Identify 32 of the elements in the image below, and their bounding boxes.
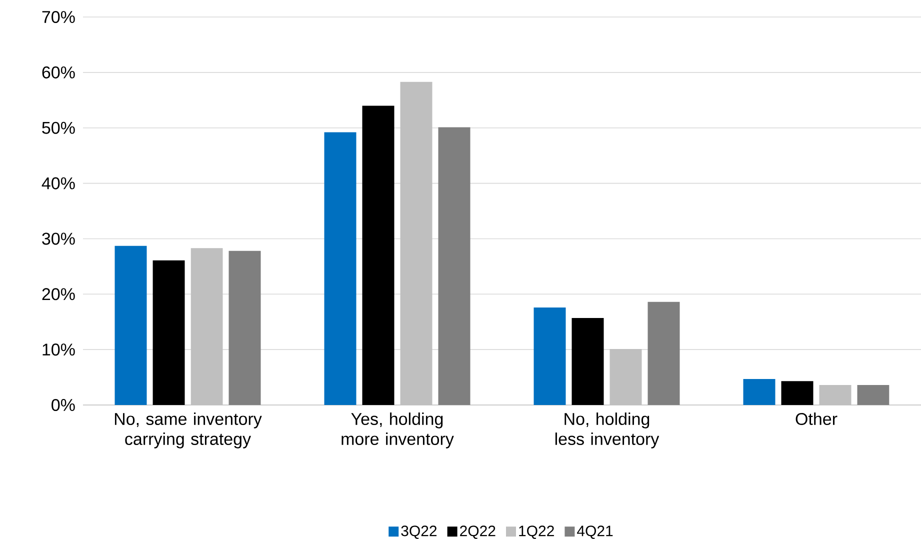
bar — [857, 385, 890, 406]
y-tick-label: 20% — [42, 288, 75, 300]
x-tick-label: No, same inventory carrying strategy — [114, 412, 262, 448]
y-tick-label: 60% — [42, 66, 75, 78]
bar — [572, 318, 604, 406]
y-tick-label: 50% — [42, 122, 75, 134]
bar — [743, 378, 776, 406]
y-tick-label: 30% — [42, 232, 75, 245]
bar — [152, 260, 185, 406]
y-tick-label: 70% — [42, 10, 75, 24]
x-tick-label: Yes, holding more inventory — [342, 412, 454, 448]
bar — [438, 127, 470, 406]
bar — [534, 307, 566, 406]
bar — [228, 250, 261, 406]
bar — [190, 248, 223, 406]
y-tick-label: 0% — [52, 398, 75, 412]
bar — [400, 82, 432, 406]
x-tick-label: No, holding less inventory — [555, 412, 660, 448]
y-tick-label: 40% — [42, 177, 75, 190]
legend-label: 4Q21 — [577, 526, 613, 539]
bar — [781, 381, 814, 406]
legend-label: 2Q22 — [460, 526, 496, 539]
bar — [819, 385, 852, 406]
bar — [324, 132, 356, 406]
y-tick-label: 10% — [42, 344, 75, 356]
bar — [648, 302, 680, 406]
bar — [362, 106, 394, 406]
bar — [114, 246, 147, 406]
x-tick-label: Other — [796, 412, 838, 426]
legend-label: 3Q22 — [401, 526, 437, 539]
bar — [610, 349, 642, 406]
legend-label: 1Q22 — [519, 526, 554, 539]
